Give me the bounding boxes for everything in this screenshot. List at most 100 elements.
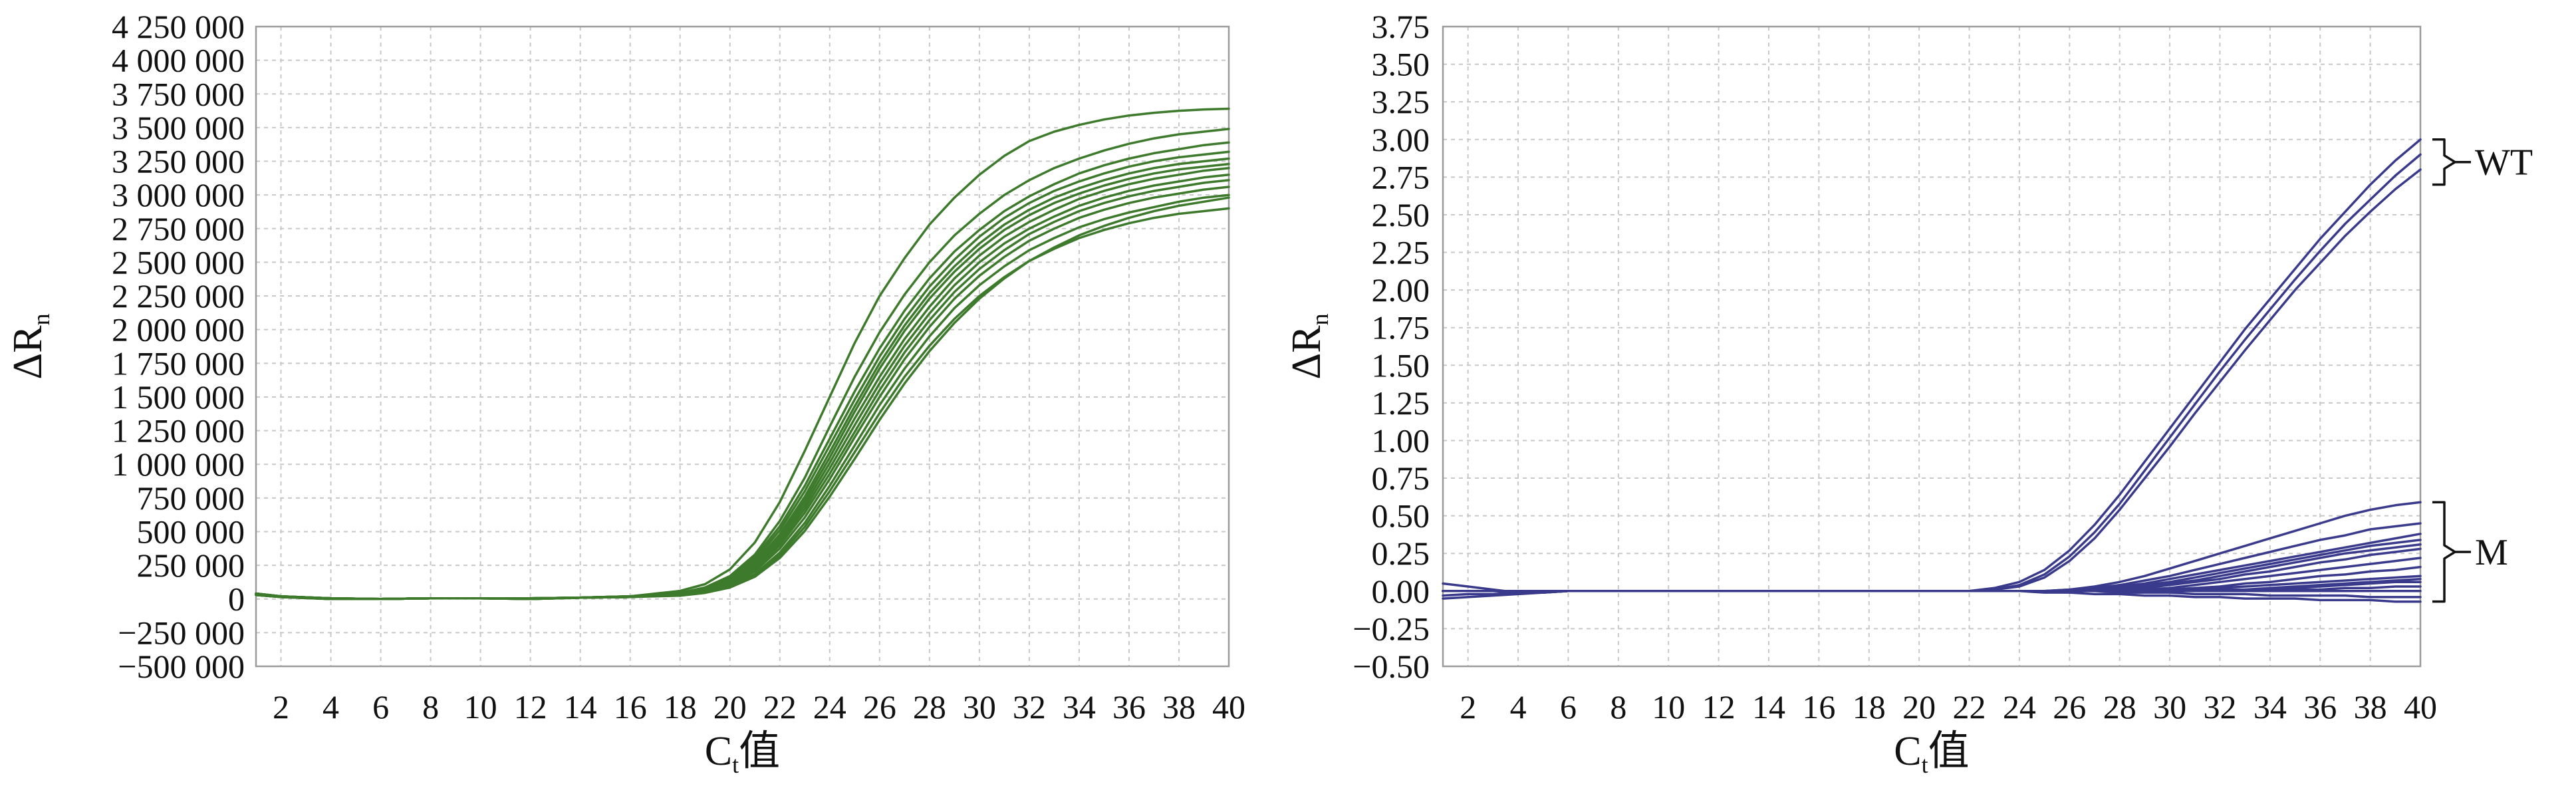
y-tick-label: 0.75 <box>1372 460 1430 497</box>
y-tick-label: 1.50 <box>1372 346 1430 384</box>
y-tick-label: 0.50 <box>1372 497 1430 535</box>
y-tick-label: 3 500 000 <box>112 109 245 146</box>
x-tick-label: 18 <box>664 688 697 725</box>
amplification-curve <box>1442 590 2422 603</box>
amplification-curve <box>255 107 1230 600</box>
y-tick-label: 4 000 000 <box>112 42 245 79</box>
amplification-curve <box>255 207 1230 600</box>
y-tick-label: 3.50 <box>1372 46 1430 83</box>
x-tick-label: 8 <box>422 688 439 725</box>
y-axis-title: ΔRn <box>5 313 55 379</box>
x-axis-title: Ct值 <box>705 729 780 778</box>
y-tick-label: 2.75 <box>1372 158 1430 196</box>
y-tick-label: −0.25 <box>1352 610 1430 647</box>
y-tick-label: 500 000 <box>137 513 245 550</box>
y-tick-label: 2.25 <box>1372 234 1430 271</box>
x-tick-label: 28 <box>2103 688 2136 725</box>
x-tick-label: 26 <box>2053 688 2086 725</box>
y-tick-label: −500 000 <box>118 648 245 685</box>
x-axis-title: Ct值 <box>1894 729 1969 778</box>
y-tick-label: 250 000 <box>137 547 245 584</box>
y-tick-label: 2 500 000 <box>112 243 245 281</box>
x-tick-label: 16 <box>1802 688 1835 725</box>
x-tick-label: 36 <box>2303 688 2337 725</box>
x-tick-label: 12 <box>514 688 547 725</box>
annotation-label-m: M <box>2475 532 2508 573</box>
plot-frame <box>255 25 1230 668</box>
y-tick-label: 0 <box>228 581 245 618</box>
y-tick-label: 3.75 <box>1372 8 1430 45</box>
x-tick-label: 4 <box>1510 688 1527 725</box>
y-tick-label: 4 250 000 <box>112 8 245 45</box>
x-tick-label: 22 <box>1953 688 1986 725</box>
y-tick-label: 750 000 <box>137 479 245 517</box>
x-tick-label: 18 <box>1853 688 1886 725</box>
x-tick-label: 34 <box>2254 688 2287 725</box>
amplification-curve <box>1442 153 2422 597</box>
y-tick-label: 3.00 <box>1372 121 1430 158</box>
x-tick-label: 38 <box>2354 688 2387 725</box>
y-tick-label: 3.25 <box>1372 83 1430 120</box>
x-tick-label: 24 <box>813 688 846 725</box>
y-tick-label: 1 750 000 <box>112 344 245 382</box>
x-tick-label: 16 <box>614 688 647 725</box>
x-tick-label: 22 <box>763 688 797 725</box>
y-tick-label: −0.50 <box>1352 648 1430 685</box>
x-tick-label: 8 <box>1610 688 1626 725</box>
amplification-curve <box>255 186 1230 600</box>
y-tick-label: 1 000 000 <box>112 446 245 483</box>
annotation-brace-m <box>2432 501 2456 603</box>
amplification-curve <box>1442 138 2422 594</box>
x-tick-label: 40 <box>2404 688 2437 725</box>
x-tick-label: 40 <box>1212 688 1245 725</box>
x-tick-label: 28 <box>913 688 946 725</box>
x-tick-label: 26 <box>863 688 896 725</box>
y-tick-label: 3 000 000 <box>112 176 245 213</box>
annotation-brace-wt <box>2432 138 2456 186</box>
annotation-label-wt: WT <box>2475 142 2533 184</box>
chart-right: −0.50−0.250.000.250.500.751.001.251.501.… <box>1284 8 2533 778</box>
x-tick-label: 24 <box>2003 688 2036 725</box>
amplification-curve <box>1442 168 2422 600</box>
y-tick-label: 2 000 000 <box>112 311 245 348</box>
x-tick-label: 14 <box>1752 688 1785 725</box>
y-tick-label: 3 250 000 <box>112 143 245 180</box>
y-tick-label: 1.00 <box>1372 422 1430 459</box>
x-tick-label: 2 <box>1460 688 1476 725</box>
y-tick-label: 0.00 <box>1372 573 1430 610</box>
x-tick-label: 38 <box>1162 688 1196 725</box>
y-tick-label: 0.25 <box>1372 535 1430 572</box>
amplification-curve <box>255 174 1230 600</box>
amplification-curve <box>255 157 1230 600</box>
y-tick-label: 1.25 <box>1372 384 1430 422</box>
plot-frame <box>1442 25 2422 668</box>
y-tick-label: 1.75 <box>1372 309 1430 346</box>
y-tick-label: 1 250 000 <box>112 412 245 450</box>
x-tick-label: 32 <box>2203 688 2236 725</box>
amplification-curve <box>255 179 1230 600</box>
x-tick-label: 6 <box>372 688 389 725</box>
y-tick-label: 2 750 000 <box>112 210 245 247</box>
x-tick-label: 14 <box>564 688 597 725</box>
x-tick-label: 12 <box>1702 688 1736 725</box>
y-tick-label: 2.00 <box>1372 271 1430 309</box>
x-tick-label: 34 <box>1063 688 1096 725</box>
x-tick-label: 30 <box>2153 688 2186 725</box>
y-tick-label: −250 000 <box>118 614 245 651</box>
x-tick-label: 2 <box>273 688 289 725</box>
y-tick-label: 3 750 000 <box>112 75 245 112</box>
x-tick-label: 36 <box>1112 688 1146 725</box>
y-tick-label: 1 500 000 <box>112 378 245 416</box>
x-tick-label: 10 <box>1652 688 1685 725</box>
x-tick-label: 10 <box>464 688 497 725</box>
x-tick-label: 6 <box>1560 688 1577 725</box>
y-tick-label: 2.50 <box>1372 196 1430 233</box>
x-tick-label: 4 <box>322 688 339 725</box>
x-tick-label: 20 <box>1902 688 1936 725</box>
y-tick-label: 2 250 000 <box>112 277 245 315</box>
x-tick-label: 32 <box>1013 688 1046 725</box>
x-tick-label: 20 <box>713 688 747 725</box>
y-axis-title: ΔRn <box>1284 313 1333 379</box>
